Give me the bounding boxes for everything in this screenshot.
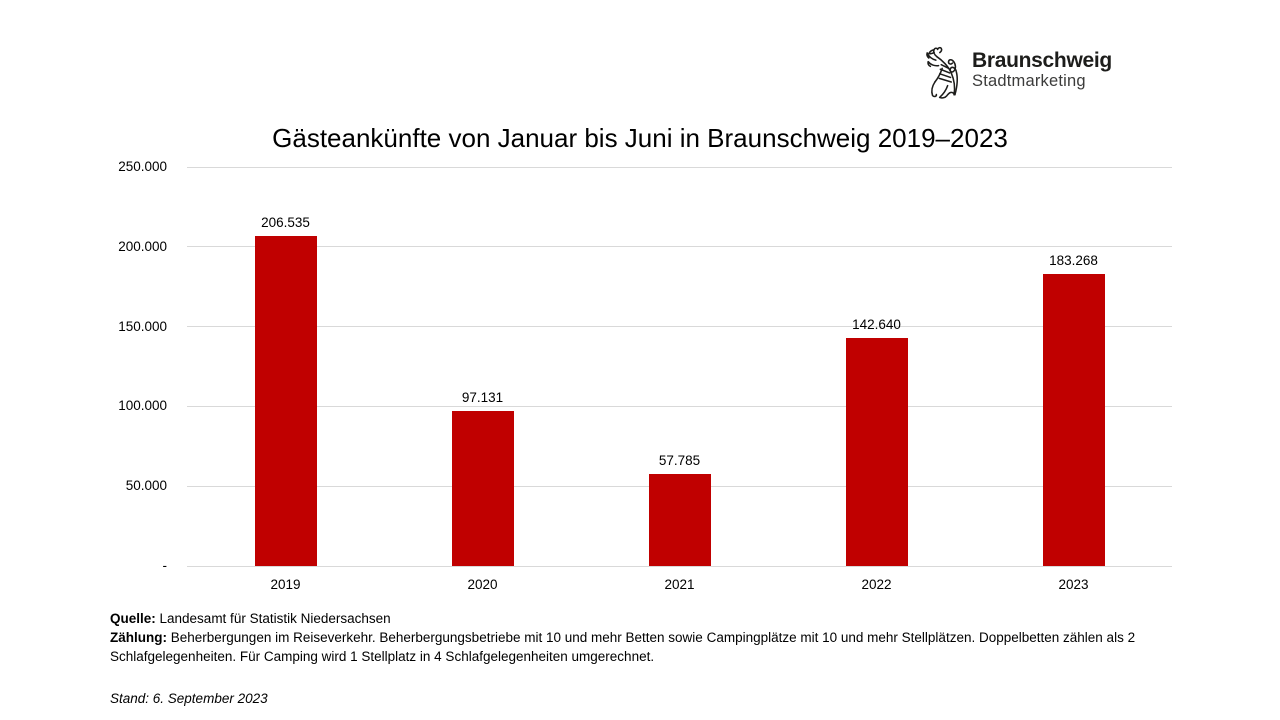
x-tick-label: 2019 bbox=[270, 577, 301, 592]
gridline bbox=[187, 166, 1172, 168]
census-note: Zählung: Beherbergungen im Reiseverkehr.… bbox=[110, 628, 1215, 666]
plot-area: 250.000 200.000 150.000 100.000 50.000 - 206.5… bbox=[118, 159, 1172, 592]
bar-value-label: 183.268 bbox=[1049, 252, 1098, 268]
bar bbox=[845, 338, 908, 566]
y-tick-label: 100.000 bbox=[118, 398, 167, 414]
chart-title: Gästeankünfte von Januar bis Juni in Bra… bbox=[272, 123, 1008, 153]
bar bbox=[451, 410, 514, 566]
bar-value-label: 206.535 bbox=[261, 215, 310, 231]
gridline bbox=[187, 405, 1172, 407]
logo-subtitle: Stadtmarketing bbox=[972, 72, 1086, 90]
x-tick-label: 2020 bbox=[467, 577, 498, 592]
bar bbox=[1042, 273, 1105, 566]
footnotes: Quelle: Landesamt für Statistik Niedersa… bbox=[110, 609, 1215, 708]
x-tick-label: 2021 bbox=[664, 577, 695, 592]
bar bbox=[254, 236, 317, 566]
census-label: Zählung: bbox=[110, 630, 167, 645]
source-label: Quelle: bbox=[110, 611, 156, 626]
census-text: Beherbergungen im Reiseverkehr. Beherber… bbox=[110, 630, 1136, 664]
logo-brand: Braunschweig bbox=[972, 49, 1112, 72]
y-tick-label: 250.000 bbox=[118, 159, 167, 174]
logo-text: Braunschweig Stadtmarketing bbox=[972, 49, 1112, 91]
y-tick-label: 50.000 bbox=[125, 478, 167, 494]
braunschweig-lion-icon bbox=[926, 46, 959, 99]
source-note: Quelle: Landesamt für Statistik Niedersa… bbox=[110, 609, 1215, 628]
y-tick-label: - bbox=[162, 558, 168, 573]
bar-value-label: 97.131 bbox=[461, 389, 504, 405]
bar-value-label: 57.785 bbox=[658, 452, 701, 468]
braunschweig-stadtmarketing-logo: Braunschweig Stadtmarketing bbox=[924, 44, 1112, 100]
stand-note: Stand: 6. September 2023 bbox=[110, 691, 268, 706]
x-tick-label: 2023 bbox=[1058, 577, 1089, 592]
gridline bbox=[187, 326, 1172, 328]
bar-value-label: 142.640 bbox=[852, 317, 901, 333]
x-tick-label: 2022 bbox=[861, 577, 892, 592]
y-tick-label: 150.000 bbox=[118, 318, 167, 334]
y-tick-label: 200.000 bbox=[118, 238, 167, 254]
gridline bbox=[187, 246, 1172, 248]
source-text: Landesamt für Statistik Niedersachsen bbox=[155, 611, 391, 626]
bar bbox=[648, 473, 711, 566]
gridline bbox=[187, 565, 1172, 567]
